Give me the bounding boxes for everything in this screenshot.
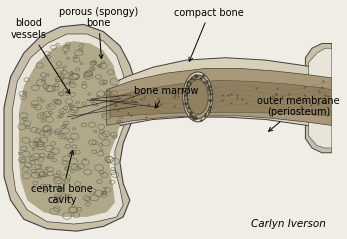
Polygon shape: [305, 43, 332, 153]
Text: Carlyn Iverson: Carlyn Iverson: [251, 219, 326, 229]
Text: blood
vessels: blood vessels: [11, 18, 70, 94]
Polygon shape: [4, 24, 136, 231]
Polygon shape: [107, 58, 332, 129]
Text: bone marrow: bone marrow: [134, 86, 198, 108]
Polygon shape: [110, 80, 332, 117]
Ellipse shape: [183, 72, 213, 122]
Polygon shape: [12, 34, 128, 224]
Text: compact bone: compact bone: [175, 8, 244, 61]
Text: outer membrane
(periosteum): outer membrane (periosteum): [257, 96, 340, 131]
Polygon shape: [107, 68, 332, 125]
Polygon shape: [309, 48, 332, 148]
Text: porous (spongy)
bone: porous (spongy) bone: [59, 6, 138, 59]
Polygon shape: [19, 41, 121, 217]
Text: central bone
cavity: central bone cavity: [31, 151, 93, 205]
Ellipse shape: [187, 79, 208, 114]
Ellipse shape: [185, 75, 211, 119]
